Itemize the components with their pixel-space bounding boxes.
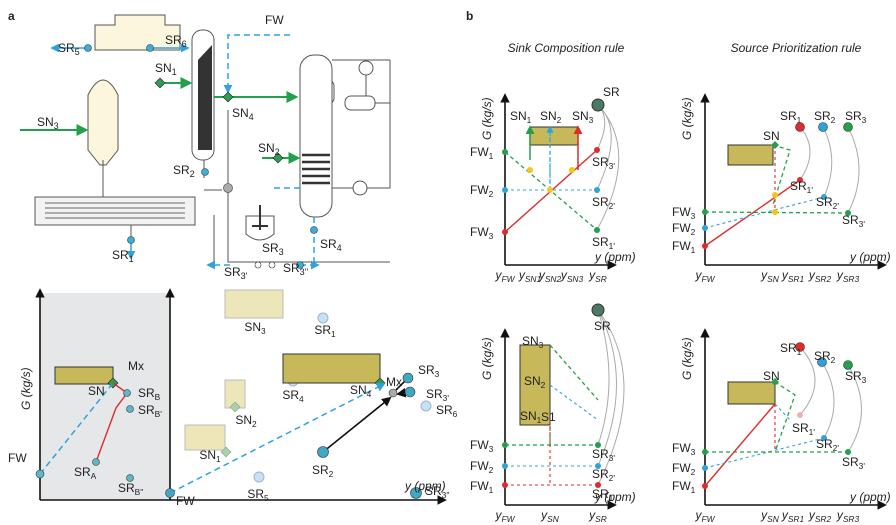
label: FW: [265, 13, 284, 27]
label: Mx: [128, 359, 144, 373]
axis-label: G (kg/s): [19, 367, 33, 410]
x-tick-label: ySN: [760, 268, 780, 284]
label: SN2: [235, 413, 257, 429]
axis-label: y (ppm): [849, 490, 891, 504]
label: FW1: [672, 239, 696, 255]
label: SR4: [320, 237, 342, 253]
label: SN4: [232, 106, 254, 122]
panel-label: b: [466, 9, 473, 23]
label: FW2: [672, 221, 696, 237]
label: FW2: [672, 461, 696, 477]
label: SR2: [173, 163, 195, 179]
figure: a b Sink Composition rule Source Prioritiza…: [0, 0, 896, 525]
panel-label: a: [8, 9, 15, 23]
label: S1: [541, 410, 556, 424]
label: SN1: [155, 61, 177, 77]
axis-label: y (ppm): [404, 479, 446, 493]
label: FW1: [470, 479, 494, 495]
label: SR2: [312, 463, 334, 479]
label: SR3': [224, 265, 248, 281]
label: SR2: [814, 109, 836, 125]
label: SR3': [592, 447, 615, 463]
label: SR1: [314, 323, 336, 339]
label: FW1: [470, 145, 494, 161]
label: SR3': [842, 213, 865, 229]
label: SR2: [814, 349, 836, 365]
label: SR3: [845, 109, 867, 125]
x-tick-label: yFW: [694, 268, 715, 284]
label: SN2: [258, 141, 280, 157]
x-tick-label: yFW: [494, 268, 515, 284]
label: SR4: [282, 388, 304, 404]
label: SR3: [262, 241, 284, 257]
axis-label: y (ppm): [849, 250, 891, 264]
x-tick-label: ySR1: [781, 268, 804, 284]
x-tick-label: ySN1: [518, 268, 541, 284]
label: FW2: [470, 459, 494, 475]
label: SR3: [418, 363, 440, 379]
x-tick-label: ySR2: [808, 508, 832, 524]
label: SN3: [37, 115, 59, 131]
label: SR5: [58, 41, 80, 57]
label: SR1': [592, 235, 615, 251]
diagram-source-bottom: [702, 330, 885, 505]
label: SR6: [165, 33, 187, 49]
x-tick-label: ySN3: [560, 268, 584, 284]
label: SR3': [842, 455, 865, 471]
x-tick-label: ySR: [588, 508, 607, 524]
label: SR2': [816, 195, 839, 211]
label: SR1: [780, 109, 802, 125]
label: SR1': [792, 421, 815, 437]
axis-label: G (kg/s): [680, 337, 694, 380]
label: SN3: [572, 109, 594, 125]
label: SN3: [522, 334, 544, 350]
x-tick-label: ySR1: [781, 508, 804, 524]
x-tick-label: ySN: [760, 508, 780, 524]
label: SN1: [510, 109, 532, 125]
axis-label: y (ppm): [594, 250, 636, 264]
label: SN4: [350, 383, 372, 399]
label: FW: [8, 451, 27, 465]
x-tick-label: yFW: [494, 508, 515, 524]
label: FW2: [470, 183, 494, 199]
label: FW3: [672, 205, 696, 221]
label: SR: [594, 319, 611, 333]
label: SN2: [540, 109, 562, 125]
rule-title: Sink Composition rule: [508, 41, 625, 55]
x-tick-label: ySR: [588, 268, 607, 284]
label: SR2': [816, 437, 839, 453]
label: FW3: [672, 441, 696, 457]
x-tick-label: ySR2: [808, 268, 832, 284]
x-tick-label: yFW: [694, 508, 715, 524]
x-tick-label: ySN2: [538, 268, 562, 284]
label: SR1': [790, 179, 813, 195]
label: SR: [603, 85, 620, 99]
label: SN: [763, 369, 780, 383]
label: SR2': [592, 467, 615, 483]
label: SR3: [845, 369, 867, 385]
label: SR5: [247, 487, 269, 503]
label: Mx: [386, 375, 402, 389]
x-tick-label: ySR3: [836, 508, 860, 524]
label: SN: [763, 129, 780, 143]
x-tick-label: ySN: [540, 508, 560, 524]
label: SN3: [244, 320, 266, 336]
label: SN: [88, 384, 105, 398]
label: FW3: [470, 225, 494, 241]
label: SR3': [592, 155, 615, 171]
label: FW: [176, 494, 195, 508]
rule-title: Source Prioritization rule: [731, 41, 862, 55]
axis-label: G (kg/s): [680, 97, 694, 140]
label: SR6: [436, 403, 458, 419]
label: SR3': [426, 387, 449, 403]
axis-label: G (kg/s): [480, 97, 494, 140]
label: FW3: [470, 438, 494, 454]
label: SR3'': [283, 261, 308, 277]
axis-label: G (kg/s): [480, 337, 494, 380]
x-tick-label: ySR3: [836, 268, 860, 284]
label: FW1: [672, 479, 696, 495]
